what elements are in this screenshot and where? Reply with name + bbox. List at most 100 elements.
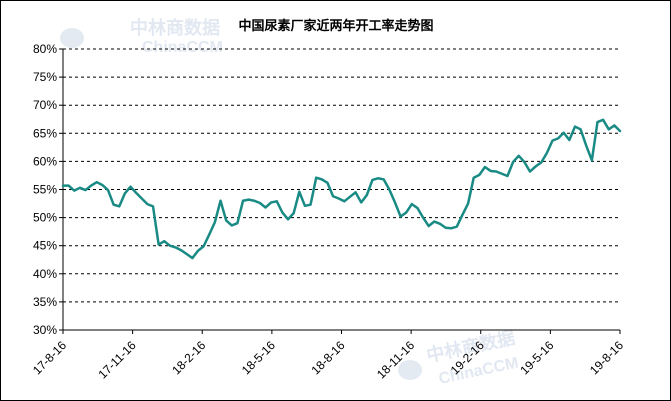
data-point [371,179,374,181]
data-point [472,176,475,179]
data-point [287,218,289,221]
y-tick-label: 80% [33,42,57,56]
data-point [219,199,222,202]
data-point [174,246,177,249]
data-point [377,177,379,180]
data-point [123,192,126,195]
y-tick-label: 35% [33,295,57,309]
data-point [343,200,346,203]
gridlines [63,48,620,303]
data-point [388,188,391,191]
watermark-logo-icon [398,360,422,380]
data-point [169,244,171,247]
data-point [545,152,548,154]
y-tick-label: 50% [33,211,57,225]
data-point [484,166,486,168]
data-point [292,212,295,215]
data-point [225,219,228,222]
data-point [275,200,278,203]
x-tick-label: 18-2-16 [169,338,208,377]
y-tick-label: 55% [33,183,57,197]
data-point [444,226,447,229]
data-point [135,191,138,194]
data-point [433,220,436,223]
y-axis-ticks: 30% 35% 40% 45% 50% 55% 60% 65% 70% 75% 80% [33,42,63,337]
x-tick-label: 19-5-16 [517,338,556,377]
data-point [500,172,503,175]
data-point [478,173,481,176]
data-point [191,257,194,259]
data-point [405,211,408,214]
data-point [247,198,250,201]
data-point [579,128,582,131]
watermark-top-cn: 中林商数据 [130,17,220,38]
series-line [61,118,622,260]
data-point [180,249,183,252]
data-point [73,189,76,192]
data-point [129,185,132,188]
data-point [596,121,599,123]
data-point [236,222,239,225]
data-point [467,202,469,205]
data-point [67,184,70,187]
data-point [107,189,109,191]
data-point [337,197,340,200]
chart-title: 中国尿素厂家近两年开工率走势图 [238,18,433,34]
data-point [315,176,318,179]
data-point [163,240,166,243]
data-point [399,215,402,218]
data-point [101,184,104,186]
data-point [382,178,385,181]
data-point [365,194,368,197]
data-point [298,190,301,193]
series-layer [61,118,622,260]
data-point [506,175,509,177]
data-point [152,205,154,208]
data-point [619,130,621,132]
data-point [540,161,543,164]
data-point [562,131,565,134]
data-point [602,118,605,121]
data-point [326,181,329,184]
data-point [523,161,526,163]
data-point [259,202,261,204]
data-point [197,249,199,252]
data-point [95,181,98,184]
data-point [112,203,115,206]
data-point [320,178,323,181]
data-point [360,201,363,204]
data-point [557,137,560,140]
data-point [140,197,143,200]
watermark-top: 中林商数据 ChinaCCM [60,17,223,56]
data-point [270,201,273,204]
data-point [495,170,498,173]
data-point [489,170,492,172]
data-point [607,128,610,131]
data-point [427,225,430,227]
data-point [450,227,453,230]
data-point [551,139,554,142]
y-tick-label: 75% [33,70,57,84]
watermark-logo-icon [60,28,84,48]
data-point [281,211,284,214]
data-point [613,124,616,127]
y-tick-label: 30% [33,323,57,337]
data-point [309,203,312,206]
data-point [253,199,256,202]
watermark-top-en: ChinaCCM [142,39,223,56]
data-point [146,203,149,206]
x-axis-ticks: 17-8-16 17-11-16 18-2-16 18-5-16 18-8-16 18-1… [30,330,626,381]
data-point [332,195,334,198]
data-point [304,204,306,207]
data-point [517,154,520,157]
x-tick-label: 17-8-16 [30,338,69,377]
y-tick-label: 40% [33,267,57,281]
x-tick-label: 18-8-16 [308,338,347,377]
data-point [90,184,93,187]
data-point [568,139,571,141]
y-tick-label: 65% [33,126,57,140]
x-tick-label: 18-5-16 [239,338,278,377]
data-point [202,245,205,248]
data-point [118,205,121,208]
